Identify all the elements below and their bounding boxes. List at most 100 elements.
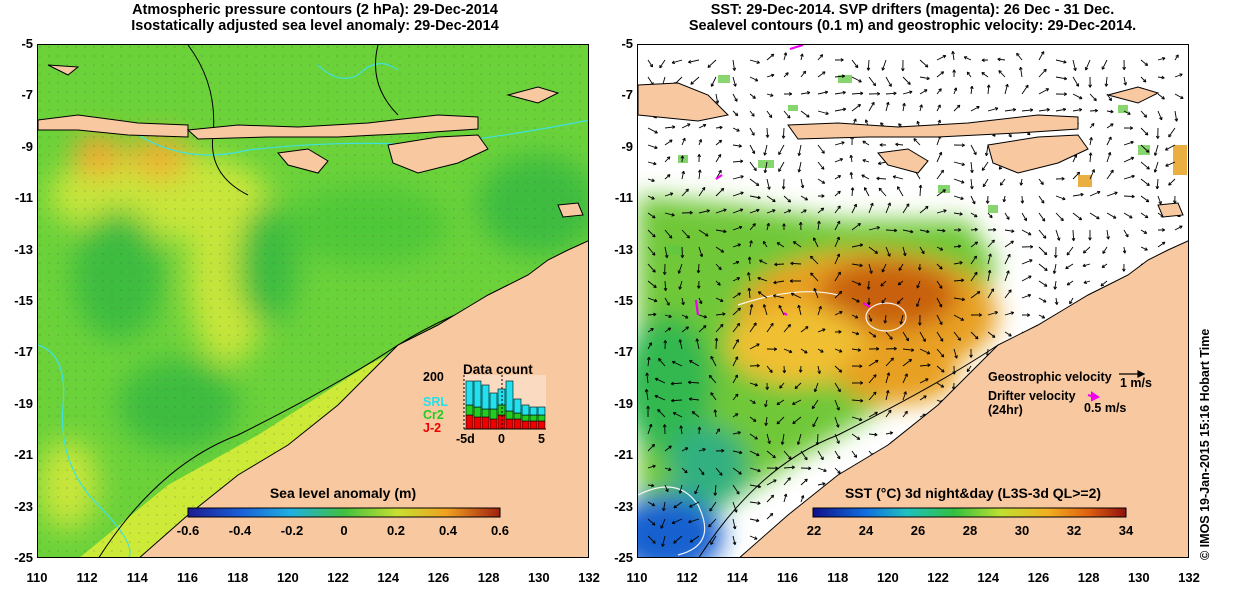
velocity-arrow <box>1174 225 1183 231</box>
velocity-arrow <box>783 477 791 486</box>
velocity-arrowhead <box>1122 268 1126 272</box>
left-lon-tick: 116 <box>177 570 199 585</box>
velocity-arrow <box>902 410 908 418</box>
velocity-arrow <box>1003 195 1006 203</box>
velocity-arrowhead <box>772 209 776 213</box>
left-lat-tick: -9 <box>21 138 33 154</box>
velocity-arrowhead <box>855 331 860 336</box>
velocity-arrow <box>647 328 654 333</box>
right-lon-tick: 130 <box>1127 570 1150 585</box>
velocity-arrowhead <box>817 370 821 374</box>
velocity-arrowhead <box>1159 116 1163 121</box>
velocity-arrow <box>897 280 904 286</box>
velocity-arrow <box>715 467 723 476</box>
velocity-arrowhead <box>652 464 656 469</box>
velocity-arrowhead <box>991 239 995 244</box>
velocity-arrowhead <box>822 328 826 332</box>
velocity-arrow <box>868 411 878 418</box>
velocity-arrowhead <box>752 95 756 99</box>
right-lon-tick: 114 <box>726 570 748 585</box>
velocity-arrowhead <box>991 334 996 338</box>
velocity-arrowhead <box>868 318 873 322</box>
velocity-arrowhead <box>716 428 721 432</box>
velocity-arrowhead <box>820 456 824 461</box>
velocity-arrow <box>981 72 989 78</box>
velocity-arrowhead <box>1076 171 1081 176</box>
velocity-arrowhead <box>916 285 920 289</box>
velocity-arrowhead <box>747 272 751 276</box>
velocity-arrowhead <box>1107 152 1112 156</box>
velocity-arrowhead <box>966 368 971 373</box>
velocity-arrowhead <box>715 100 720 104</box>
velocity-arrow <box>776 399 785 406</box>
velocity-arrow <box>1072 59 1077 71</box>
velocity-arrow <box>966 365 972 372</box>
velocity-arrow <box>800 178 804 189</box>
velocity-arrow <box>708 518 717 528</box>
velocity-arrowhead <box>664 254 669 259</box>
velocity-arrow <box>732 93 738 102</box>
velocity-arrowhead <box>653 284 657 289</box>
velocity-arrowhead <box>889 431 894 435</box>
velocity-arrowhead <box>1016 52 1020 57</box>
velocity-arrowhead <box>649 63 654 68</box>
velocity-arrow <box>678 263 683 274</box>
velocity-arrowhead <box>665 488 669 493</box>
velocity-arrowhead <box>1025 84 1029 89</box>
velocity-arrow <box>1140 59 1148 66</box>
velocity-arrowhead <box>768 114 773 119</box>
velocity-arrowhead <box>810 272 814 276</box>
velocity-arrowhead <box>1161 241 1166 246</box>
velocity-arrow <box>1021 259 1033 265</box>
velocity-arrow <box>861 174 870 180</box>
velocity-arrow <box>732 484 740 495</box>
velocity-arrowhead <box>836 407 840 411</box>
velocity-arrow <box>834 75 845 78</box>
velocity-arrow <box>1004 240 1014 248</box>
velocity-arrowhead <box>1005 83 1009 88</box>
velocity-arrow <box>868 263 873 274</box>
velocity-arrowhead <box>885 390 890 394</box>
velocity-arrowhead <box>678 286 682 290</box>
velocity-arrowhead <box>909 90 913 94</box>
left-lon-tick: 118 <box>227 570 249 585</box>
velocity-arrowhead <box>1029 259 1033 263</box>
velocity-arrow <box>658 358 666 367</box>
velocity-arrowhead <box>1122 250 1127 254</box>
velocity-arrow <box>810 272 819 282</box>
velocity-arrow <box>970 291 981 299</box>
velocity-arrowhead <box>773 280 777 285</box>
left-lon-tick: 120 <box>277 570 299 585</box>
velocity-arrow <box>1021 275 1032 282</box>
velocity-arrow <box>919 89 928 95</box>
velocity-arrowhead <box>853 454 858 458</box>
velocity-arrowhead <box>1110 123 1114 127</box>
velocity-arrowhead <box>1080 192 1084 197</box>
sst-map-graphic <box>638 45 1188 557</box>
velocity-arrowhead <box>706 209 710 213</box>
velocity-arrowhead <box>863 187 868 191</box>
velocity-arrowhead <box>757 276 761 281</box>
velocity-arrow <box>1157 76 1165 79</box>
velocity-arrowhead <box>881 300 885 304</box>
velocity-arrowhead <box>825 111 829 116</box>
velocity-arrowhead <box>740 175 744 179</box>
velocity-arrowhead <box>878 187 883 192</box>
velocity-arrowhead <box>871 101 875 106</box>
velocity-arrow <box>690 76 700 85</box>
velocity-arrow <box>902 229 914 233</box>
velocity-arrow <box>1106 229 1109 240</box>
velocity-arrow <box>664 174 671 180</box>
velocity-arrow <box>766 110 773 118</box>
left-lon-tick: 126 <box>427 570 450 585</box>
velocity-arrow <box>749 240 753 248</box>
velocity-arrow <box>916 297 921 307</box>
velocity-arrowhead <box>774 262 778 267</box>
velocity-arrow <box>952 51 955 61</box>
velocity-arrow <box>851 104 861 112</box>
velocity-arrowhead <box>668 235 673 239</box>
velocity-arrowhead <box>770 322 774 327</box>
velocity-arrowhead <box>974 271 978 276</box>
velocity-arrowhead <box>1101 66 1105 70</box>
velocity-arrowhead <box>893 91 897 96</box>
